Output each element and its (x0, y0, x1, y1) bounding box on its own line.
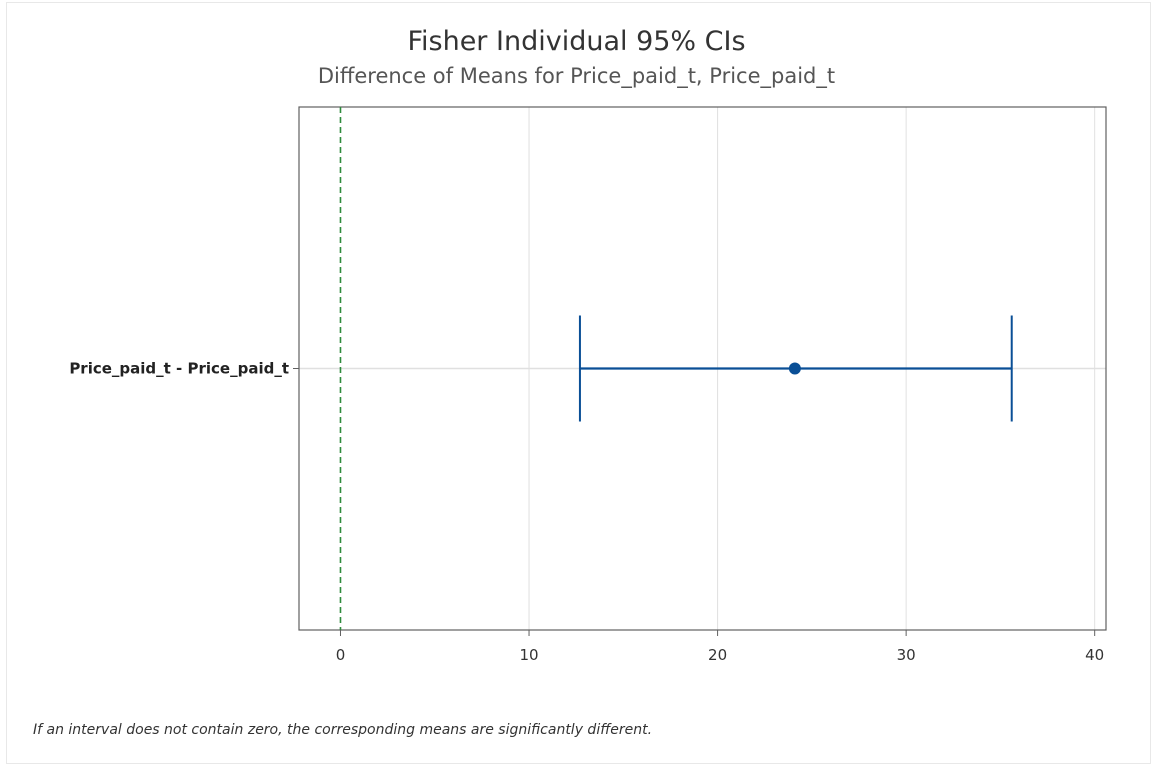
interval-label: Price_paid_t - Price_paid_t (69, 360, 289, 378)
chart-subtitle: Difference of Means for Price_paid_t, Pr… (317, 64, 836, 88)
x-tick-label: 0 (336, 646, 346, 664)
chart-frame (6, 2, 1151, 764)
x-tick-label: 40 (1085, 646, 1104, 664)
x-tick-label: 20 (708, 646, 727, 664)
x-tick-label: 10 (519, 646, 538, 664)
x-tick-label: 30 (897, 646, 916, 664)
chart-title: Fisher Individual 95% CIs (407, 26, 746, 57)
estimate-point (788, 362, 801, 375)
footnote: If an interval does not contain zero, th… (33, 722, 653, 738)
